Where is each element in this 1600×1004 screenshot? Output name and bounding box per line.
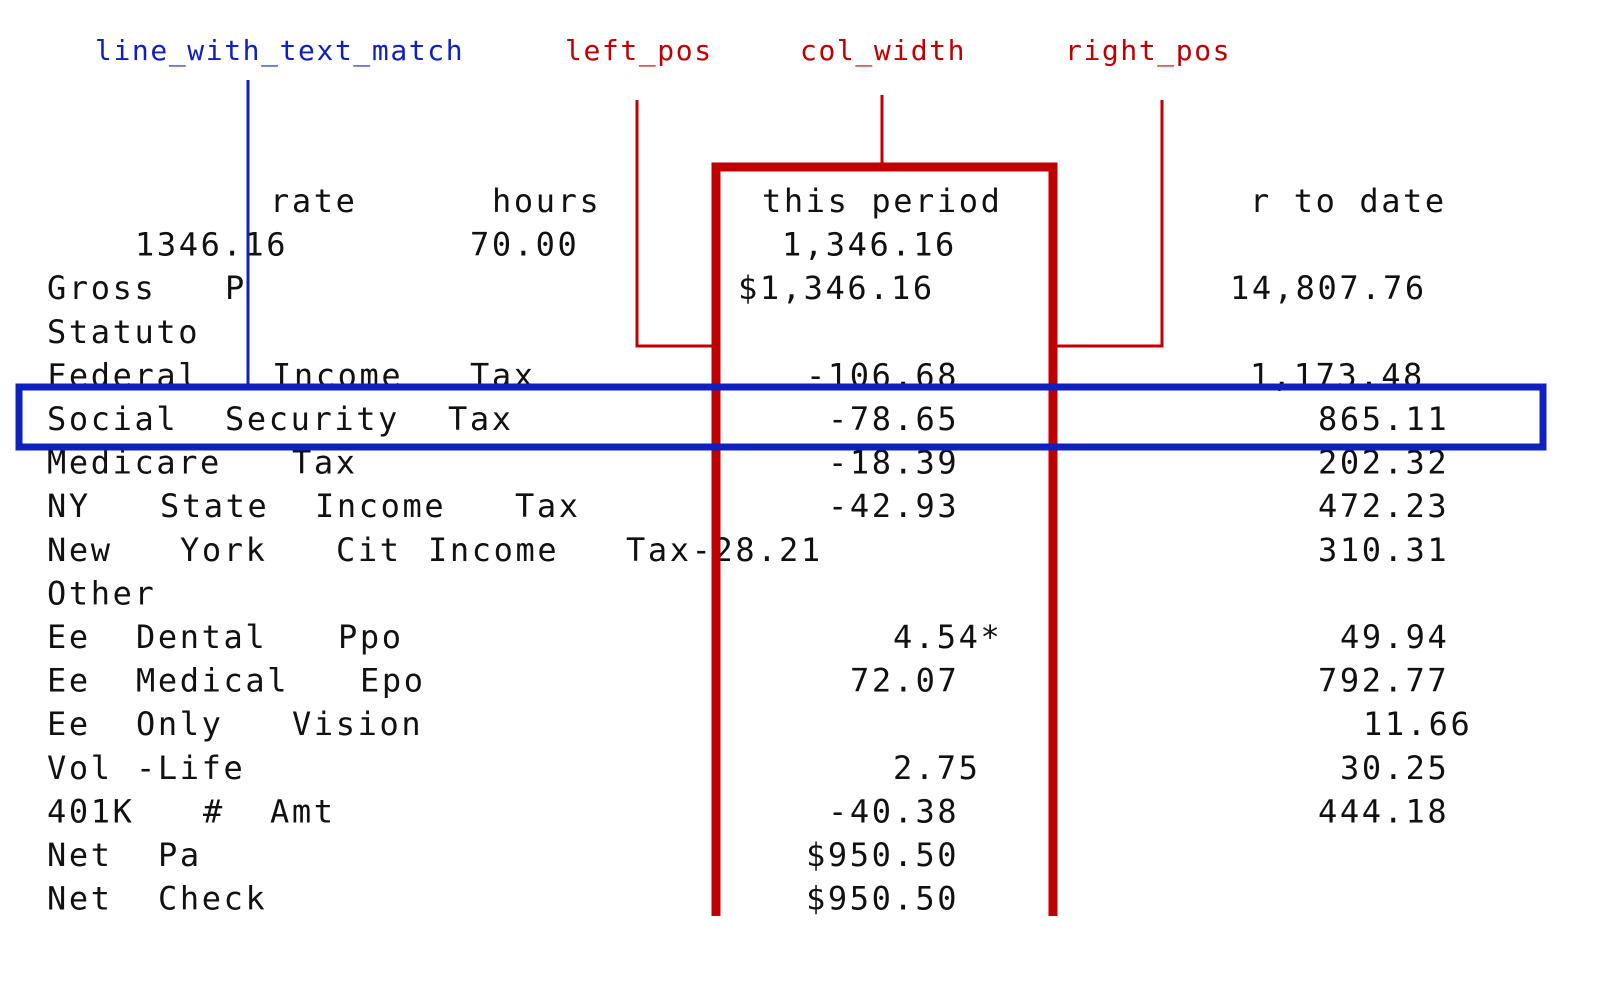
- row-text: Cit: [336, 531, 402, 569]
- row-text: $950.50: [806, 880, 959, 918]
- row-text: Income: [428, 531, 559, 569]
- row-text: Only: [136, 705, 223, 743]
- row-text: 14,807.76: [1230, 269, 1427, 307]
- row-text: 472.23: [1318, 487, 1449, 525]
- row-text: Tax: [448, 400, 514, 438]
- column-box: [711, 162, 1058, 916]
- text-rows: rate hours this period r to date 1346.16 70.0…: [47, 182, 1472, 918]
- matched-line-box: [15, 383, 1547, 451]
- row-text: $950.50: [806, 836, 959, 874]
- row-text: 49.94: [1340, 618, 1449, 656]
- row-text: 72.07: [850, 662, 959, 700]
- row-text: rate: [270, 182, 357, 220]
- row-text: 865.11: [1318, 400, 1449, 438]
- row-text: 2.75: [893, 749, 980, 787]
- row-text: 310.31: [1318, 531, 1449, 569]
- annotation-label: left_pos: [565, 34, 713, 68]
- row-text: Net: [47, 880, 113, 918]
- row-text: Ee: [47, 662, 91, 700]
- pointer-line: [1053, 100, 1164, 348]
- row-text: Medical: [136, 662, 289, 700]
- row-text: 70.00: [470, 226, 579, 264]
- row-text: York: [180, 531, 267, 569]
- row-text: P: [225, 269, 247, 307]
- row-text: 1346.16: [135, 226, 288, 264]
- row-text: 1,346.16: [782, 226, 957, 264]
- row-text: Pa: [158, 836, 202, 874]
- overlay: [15, 80, 1547, 916]
- annotation-label: line_with_text_match: [95, 34, 464, 68]
- row-text: Tax: [515, 487, 581, 525]
- row-text: -78.65: [828, 400, 959, 438]
- row-text: 444.18: [1318, 792, 1449, 830]
- annotation-label: right_pos: [1065, 34, 1231, 68]
- row-text: Statuto: [47, 313, 200, 351]
- row-text: Vol: [47, 749, 113, 787]
- row-text: Vision: [292, 705, 423, 743]
- row-text: Ee: [47, 618, 91, 656]
- row-text: -Life: [136, 749, 245, 787]
- row-text: -40.38: [828, 792, 959, 830]
- annotation-label: col_width: [800, 34, 966, 68]
- row-text: 30.25: [1340, 749, 1449, 787]
- row-text: Ee: [47, 705, 91, 743]
- row-text: 401K: [47, 792, 134, 830]
- row-text: Dental: [136, 618, 267, 656]
- row-text: Income: [315, 487, 446, 525]
- row-text: this period: [762, 182, 1003, 220]
- row-text: 792.77: [1318, 662, 1449, 700]
- row-text: New: [47, 531, 113, 569]
- row-text: Gross: [47, 269, 156, 307]
- row-text: NY: [47, 487, 91, 525]
- row-text: #: [203, 792, 225, 830]
- row-text: Check: [158, 880, 267, 918]
- row-text: 11.66: [1363, 705, 1472, 743]
- row-text: Epo: [360, 662, 426, 700]
- row-text: -42.93: [828, 487, 959, 525]
- row-text: Amt: [270, 792, 336, 830]
- row-text: Security: [225, 400, 400, 438]
- pointer-line: [635, 100, 716, 348]
- row-text: State: [160, 487, 269, 525]
- row-text: Net: [47, 836, 113, 874]
- row-text: Social: [47, 400, 178, 438]
- row-text: hours: [492, 182, 601, 220]
- row-text: r to date: [1250, 182, 1447, 220]
- row-text: 4.54*: [893, 618, 1002, 656]
- row-text: Tax-28.21: [626, 531, 823, 569]
- row-text: Other: [47, 574, 156, 612]
- row-text: Ppo: [338, 618, 404, 656]
- row-text: $1,346.16: [738, 269, 935, 307]
